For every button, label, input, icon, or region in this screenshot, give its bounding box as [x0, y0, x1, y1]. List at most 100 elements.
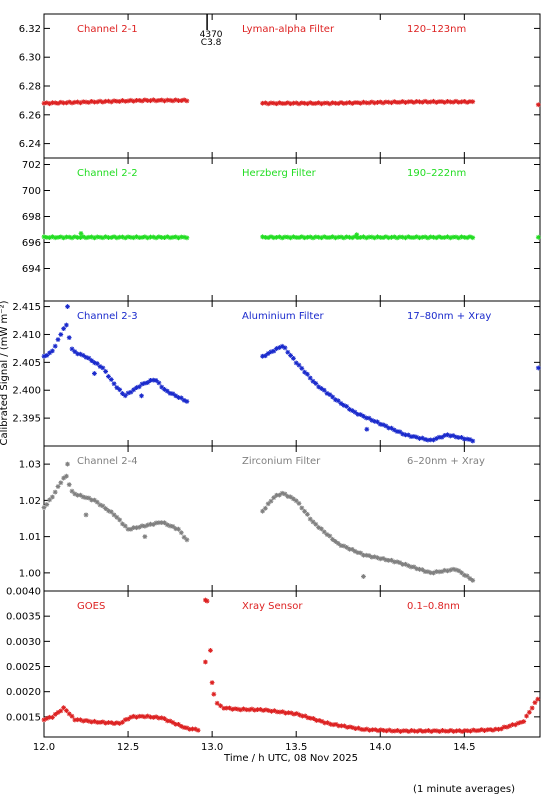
- data-point: [64, 100, 69, 106]
- data-point: [108, 720, 114, 726]
- data-point: [44, 353, 50, 358]
- data-point: [108, 509, 114, 515]
- y-tick-label: 0.0035: [6, 612, 41, 623]
- data-point: [167, 523, 173, 529]
- data-point: [375, 419, 380, 425]
- data-point: [370, 727, 375, 733]
- data-point: [482, 728, 487, 733]
- data-point: [461, 234, 467, 240]
- y-tick-label: 2.395: [12, 414, 41, 425]
- x-tick-label: 12.5: [117, 742, 139, 753]
- data-point: [434, 728, 440, 734]
- data-point: [381, 727, 387, 733]
- data-point: [89, 358, 95, 364]
- data-point: [167, 235, 173, 241]
- data-point: [100, 503, 106, 509]
- data-point: [159, 97, 165, 103]
- data-point: [377, 235, 383, 240]
- data-point: [164, 97, 170, 103]
- x-tick-label: 13.0: [201, 742, 223, 753]
- data-point: [142, 234, 148, 240]
- data-point: [268, 234, 274, 240]
- data-point: [414, 99, 420, 104]
- data-point: [114, 385, 120, 391]
- data-point: [279, 101, 285, 106]
- data-point: [66, 335, 72, 341]
- data-point: [526, 709, 532, 715]
- data-point: [280, 709, 286, 715]
- data-point: [78, 235, 83, 240]
- data-point: [265, 501, 271, 507]
- data-point: [327, 235, 333, 240]
- data-point: [338, 100, 344, 105]
- data-point: [103, 369, 109, 374]
- data-point: [94, 719, 100, 725]
- data-point: [341, 101, 347, 106]
- data-point: [142, 714, 148, 720]
- data-point: [490, 727, 496, 733]
- flare-marker-label: 4370: [200, 30, 223, 40]
- data-point: [456, 99, 462, 105]
- data-point: [274, 101, 279, 107]
- data-point: [156, 97, 162, 103]
- data-point: [355, 100, 361, 106]
- data-point: [336, 723, 342, 729]
- data-point: [333, 539, 338, 544]
- data-point: [100, 719, 106, 725]
- data-point: [89, 234, 95, 240]
- data-point: [352, 409, 358, 415]
- data-point: [176, 526, 181, 532]
- data-point: [150, 377, 156, 383]
- data-point: [451, 729, 457, 734]
- data-point: [436, 434, 442, 440]
- data-point: [510, 722, 515, 727]
- data-point: [279, 235, 285, 241]
- data-point: [439, 434, 445, 440]
- data-point: [450, 433, 456, 438]
- data-point: [288, 710, 294, 716]
- data-point: [156, 520, 162, 526]
- data-point: [159, 235, 165, 240]
- data-point: [260, 508, 265, 514]
- data-point: [321, 387, 327, 393]
- data-point: [159, 715, 165, 721]
- panel-channel-label: Channel 2-2: [77, 168, 138, 179]
- data-point: [156, 380, 162, 386]
- data-point: [437, 729, 443, 734]
- data-point: [83, 718, 89, 723]
- data-point: [80, 718, 86, 724]
- data-point: [131, 387, 137, 393]
- data-point: [310, 101, 316, 106]
- data-point: [224, 705, 230, 711]
- data-point: [153, 520, 159, 526]
- data-point: [128, 97, 134, 103]
- data-point: [148, 377, 153, 383]
- data-point: [330, 722, 336, 728]
- data-point: [344, 544, 350, 550]
- data-point: [350, 725, 356, 731]
- data-point: [450, 234, 456, 240]
- data-point: [422, 98, 428, 104]
- data-point: [80, 353, 86, 358]
- data-point: [467, 99, 473, 104]
- data-point: [117, 99, 123, 104]
- data-point: [120, 391, 125, 396]
- data-point: [439, 235, 445, 240]
- data-point: [150, 522, 156, 527]
- data-point: [433, 436, 439, 441]
- data-point: [327, 392, 333, 397]
- data-point: [321, 234, 327, 240]
- data-point: [386, 727, 392, 733]
- data-point: [181, 397, 187, 403]
- data-point: [431, 98, 436, 104]
- data-point: [354, 232, 360, 238]
- data-point: [389, 100, 394, 106]
- data-point: [355, 235, 361, 241]
- data-point: [52, 100, 58, 106]
- panel-filter-label: Lyman-alpha Filter: [242, 24, 335, 35]
- data-point: [184, 98, 190, 104]
- data-point: [65, 461, 70, 467]
- data-point: [276, 345, 282, 350]
- data-point: [391, 234, 397, 240]
- data-point: [92, 360, 97, 366]
